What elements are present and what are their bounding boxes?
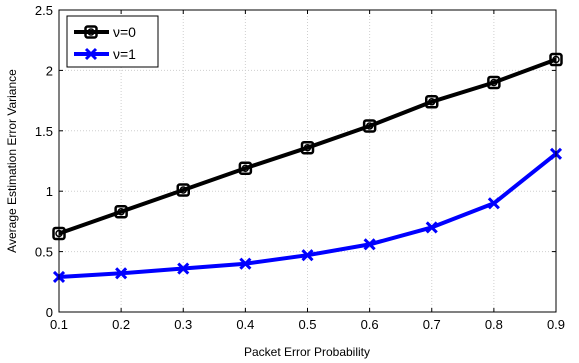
legend-box — [66, 15, 159, 68]
series-1-point — [301, 249, 314, 262]
ticks: 0.1 0.2 0.3 0.4 0.5 0.6 0.7 0.8 0.9 0 0.5 1 1.5 2 2.5 — [35, 3, 565, 332]
y-axis-label: Average Estimation Error Variance — [5, 69, 19, 253]
series-0-point — [362, 119, 377, 133]
series-0-point — [176, 183, 190, 197]
x-tick-label: 0.6 — [361, 317, 379, 332]
legend-marker — [84, 25, 98, 39]
x-tick-label: 0.8 — [485, 317, 503, 332]
series-1-point — [177, 262, 190, 275]
legend-item: ν=0 — [74, 24, 136, 40]
x-tick-label: 0.9 — [547, 317, 565, 332]
series-0-point — [425, 95, 439, 109]
legend-item: ν=1 — [74, 46, 136, 62]
y-tick-label: 2 — [46, 63, 53, 78]
y-tick-label: 1.5 — [35, 124, 53, 139]
series-0-point — [487, 75, 501, 90]
legend-label: ν=0 — [113, 24, 136, 40]
y-tick-label: 1 — [46, 184, 53, 199]
series-1-point — [115, 267, 128, 280]
series-0-point — [300, 140, 315, 155]
series-layer — [52, 52, 563, 284]
y-tick-label: 2.5 — [35, 3, 53, 18]
x-axis-label: Packet Error Probability — [244, 345, 370, 359]
x-tick-label: 0.5 — [298, 317, 316, 332]
x-tick-label: 0.1 — [50, 317, 68, 332]
y-tick-label: 0.5 — [35, 245, 53, 260]
series-1-point — [487, 197, 500, 210]
legend: ν=0ν=1 — [66, 15, 159, 68]
x-tick-label: 0.7 — [423, 317, 441, 332]
series-1-point — [363, 238, 376, 251]
series-line-0 — [58, 57, 557, 236]
series-1-point — [425, 221, 438, 234]
series-0-point — [238, 161, 253, 175]
series-1-point — [239, 257, 252, 270]
series-0-point — [114, 204, 128, 219]
y-tick-label: 0 — [46, 305, 53, 320]
legend-marker — [84, 47, 98, 61]
x-tick-label: 0.2 — [112, 317, 130, 332]
x-tick-label: 0.3 — [174, 317, 192, 332]
x-tick-label: 0.4 — [236, 317, 254, 332]
legend-label: ν=1 — [113, 46, 136, 62]
